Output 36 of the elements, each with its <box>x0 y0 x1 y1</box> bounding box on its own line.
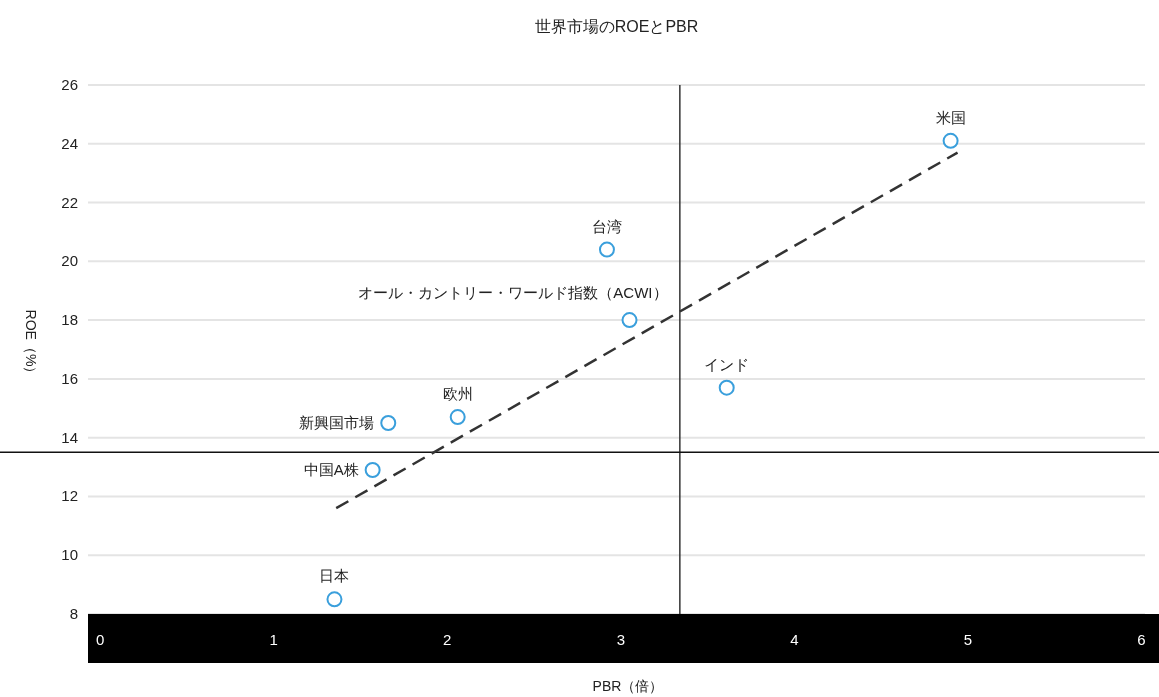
point <box>364 461 381 478</box>
y-tick-label: 8 <box>69 605 78 622</box>
annotation: 欧州 <box>442 385 473 403</box>
annotation: 台湾 <box>591 217 622 235</box>
y-tick-label: 20 <box>61 252 78 270</box>
y-tick-label: 14 <box>61 428 78 446</box>
y-tick-label: 26 <box>61 76 78 93</box>
annotation: 中国A株 <box>303 460 359 478</box>
annotation: インド <box>704 355 750 373</box>
point <box>449 409 466 426</box>
point <box>326 591 343 608</box>
x-tick-label: 3 <box>616 631 626 648</box>
x-tick-label: 4 <box>790 631 799 648</box>
y-tick-label: 18 <box>61 311 78 329</box>
y-axis-title: ROE（%） <box>23 309 39 381</box>
x-tick-label: 5 <box>963 631 973 648</box>
point <box>380 414 397 431</box>
x-tick-label: 2 <box>443 631 452 648</box>
point <box>942 132 959 149</box>
annotation: 米国 <box>935 108 966 126</box>
annotation: 新興国市場 <box>299 413 375 431</box>
annotation: 日本 <box>319 567 350 585</box>
annotation: オール・カントリー・ワールド指数（ACWI） <box>358 284 668 302</box>
x-tick-label: 0 <box>95 631 105 648</box>
y-tick-label: 12 <box>61 487 78 505</box>
point <box>718 379 735 396</box>
point <box>621 312 638 329</box>
y-tick-label: 24 <box>61 134 78 152</box>
point <box>598 241 615 258</box>
x-tick-label: 6 <box>1137 631 1146 648</box>
y-tick-label: 10 <box>61 546 78 564</box>
x-axis-title: PBR（倍） <box>592 678 664 694</box>
y-tick-label: 22 <box>61 193 78 211</box>
y-tick-label: 16 <box>61 369 78 387</box>
x-tick-label: 1 <box>269 631 278 648</box>
chart-title: 世界市場のROEとPBR <box>534 18 699 35</box>
